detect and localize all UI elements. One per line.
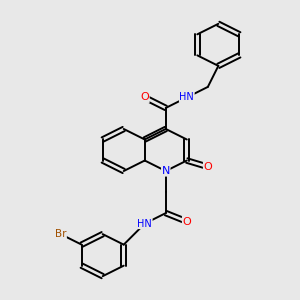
Text: N: N xyxy=(162,166,170,176)
Text: Br: Br xyxy=(55,229,66,239)
Text: HN: HN xyxy=(179,92,194,102)
Text: O: O xyxy=(182,217,191,226)
Text: O: O xyxy=(203,162,212,172)
Text: HN: HN xyxy=(137,219,152,229)
Text: O: O xyxy=(140,92,149,102)
